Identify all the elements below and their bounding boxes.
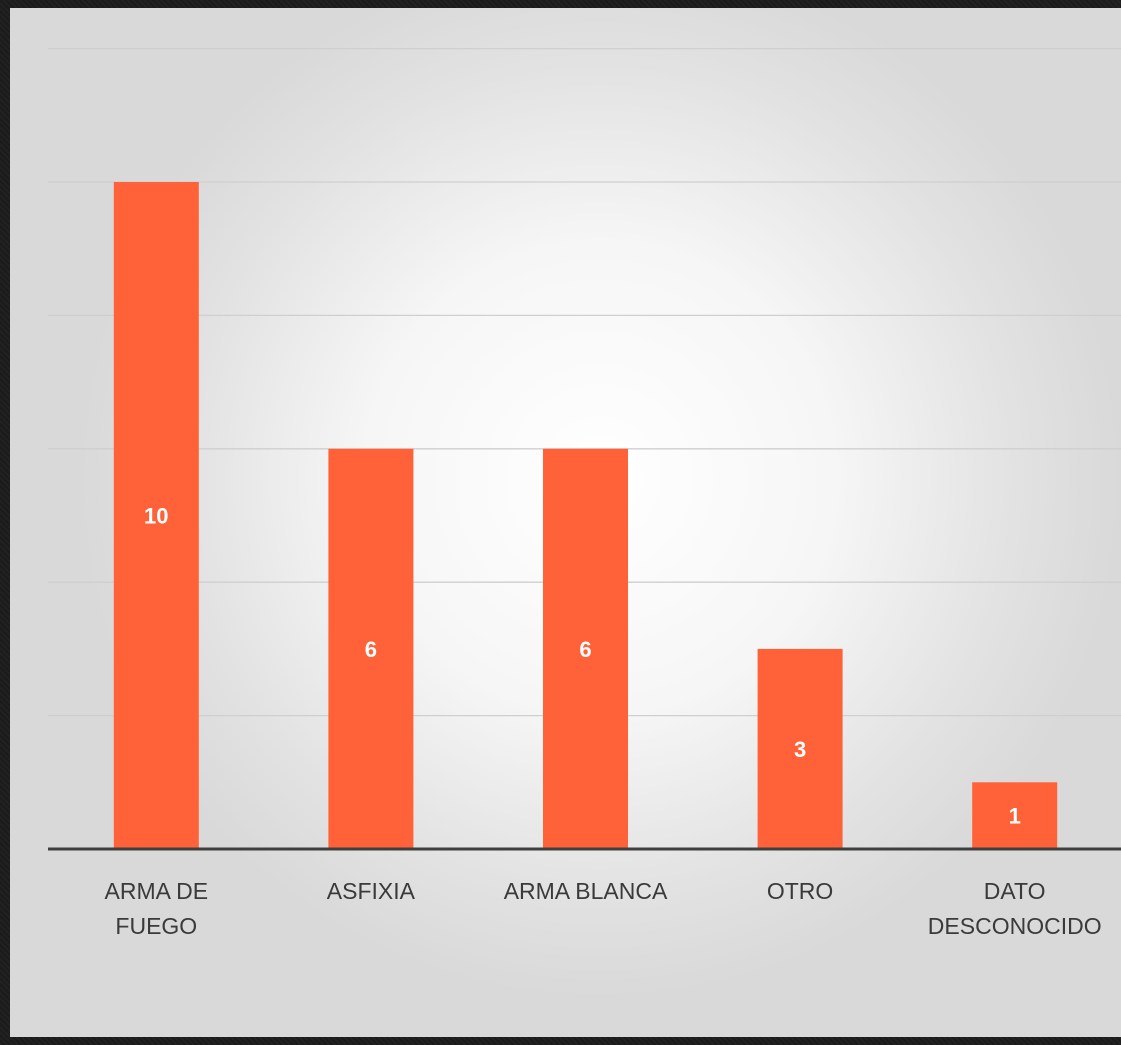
data-label-4: 3 xyxy=(794,737,806,762)
bar-3 xyxy=(543,448,628,849)
data-label-2: 6 xyxy=(365,637,377,662)
data-label-5: 1 xyxy=(1009,804,1021,829)
x-tick-label-1: ARMA DE FUEGO xyxy=(105,878,209,939)
bar-2 xyxy=(328,448,414,849)
data-label-1: 10 xyxy=(144,504,168,529)
bar-4 xyxy=(757,648,843,849)
bar-5 xyxy=(972,782,1058,849)
x-tick-label-5: DATO DESCONOCIDO xyxy=(928,878,1102,939)
bars: 10 6 6 3 1 xyxy=(113,182,1058,849)
data-label-3: 6 xyxy=(579,637,591,662)
x-tick-label-4: OTRO xyxy=(767,878,833,904)
x-axis-labels: ARMA DE FUEGO ASFIXIA ARMA BLANCA OTRO DATO DE… xyxy=(105,878,1102,939)
bar-1 xyxy=(113,182,199,849)
x-tick-label-2: ASFIXIA xyxy=(327,878,416,904)
x-tick-label-3: ARMA BLANCA xyxy=(504,878,668,904)
